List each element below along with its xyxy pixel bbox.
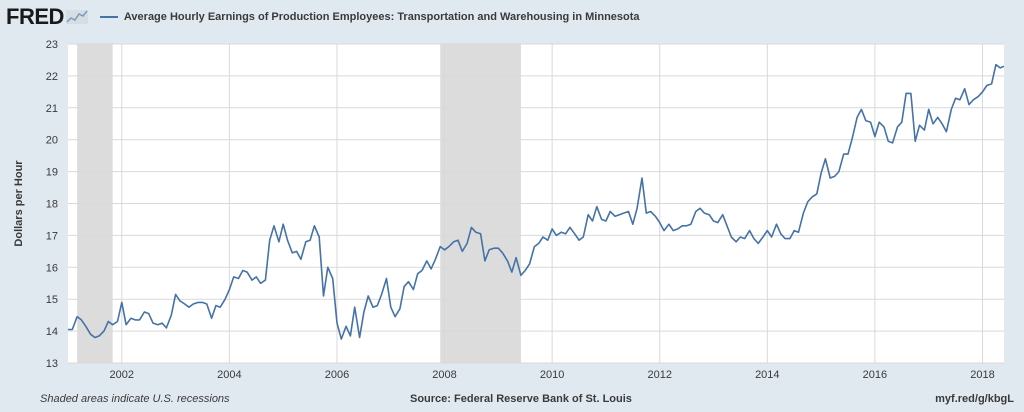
y-tick-label: 19 bbox=[46, 167, 58, 179]
grid-lines bbox=[68, 43, 1004, 364]
x-tick-label: 2016 bbox=[863, 369, 887, 381]
fred-sparkline-icon bbox=[65, 10, 88, 24]
y-axis-tick-labels: 13 14 15 16 17 18 19 20 21 22 23 bbox=[46, 39, 58, 370]
x-tick-label: 2014 bbox=[755, 369, 779, 381]
x-tick-label: 2018 bbox=[970, 369, 994, 381]
y-tick-label: 18 bbox=[46, 199, 58, 211]
x-tick-label: 2004 bbox=[217, 369, 241, 381]
chart-header: FRED Average Hourly Earnings of Producti… bbox=[6, 4, 640, 30]
series-layer bbox=[68, 63, 1005, 340]
x-tick-label: 2006 bbox=[325, 369, 349, 381]
x-tick-label: 2008 bbox=[432, 369, 456, 381]
fred-logo[interactable]: FRED bbox=[6, 4, 64, 29]
y-tick-label: 22 bbox=[46, 71, 58, 83]
y-axis-label: Dollars per Hour bbox=[13, 160, 25, 247]
y-tick-label: 23 bbox=[46, 39, 58, 51]
x-tick-label: 2012 bbox=[647, 369, 671, 381]
legend-swatch bbox=[99, 16, 118, 18]
y-tick-label: 17 bbox=[46, 230, 58, 242]
recession-note: Shaded areas indicate U.S. recessions bbox=[40, 393, 230, 405]
y-tick-label: 16 bbox=[46, 262, 58, 274]
x-axis-tick-labels: 2002 2004 2006 2008 2010 2012 2014 2016 2018 bbox=[110, 369, 995, 381]
y-tick-label: 14 bbox=[46, 326, 58, 338]
x-tick-label: 2010 bbox=[540, 369, 564, 381]
short-link[interactable]: myf.red/g/kbgL bbox=[935, 393, 1014, 405]
source-note: Source: Federal Reserve Bank of St. Loui… bbox=[410, 393, 632, 405]
y-tick-label: 15 bbox=[46, 294, 58, 306]
y-tick-label: 13 bbox=[46, 358, 58, 370]
chart-title: Average Hourly Earnings of Production Em… bbox=[123, 11, 640, 23]
y-tick-label: 21 bbox=[46, 103, 58, 115]
series-line bbox=[68, 63, 1005, 340]
x-tick-label: 2002 bbox=[110, 369, 134, 381]
y-tick-label: 20 bbox=[46, 135, 58, 147]
